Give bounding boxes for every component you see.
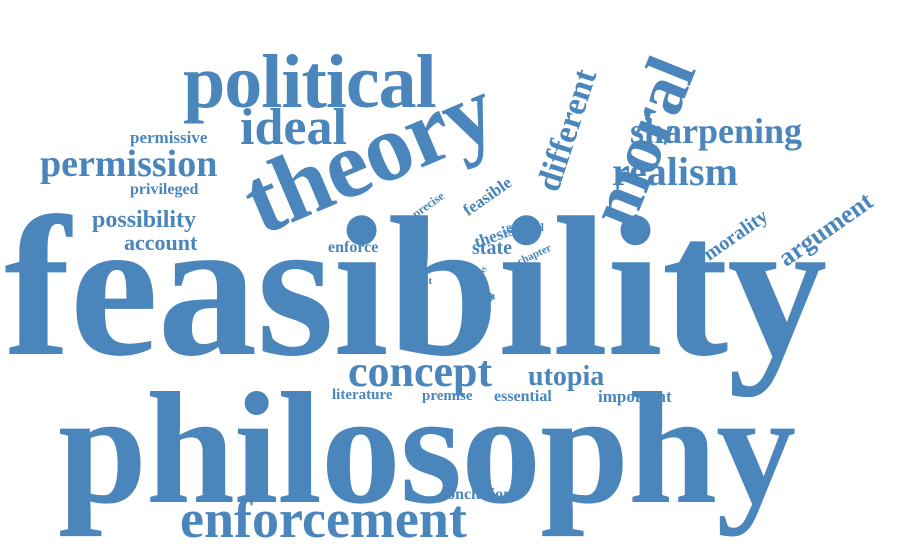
word-premise: premise — [422, 388, 473, 404]
word-privileged: privileged — [130, 181, 199, 198]
word-conclusion: conclusion — [440, 486, 513, 503]
word-possibility: possibility — [92, 207, 197, 233]
word-enforcement: enforcement — [180, 489, 467, 544]
word-role: role — [402, 241, 427, 257]
word-ideal: ideal — [240, 99, 347, 156]
word-realism: realism — [612, 149, 738, 194]
word-enforce: enforce — [328, 239, 379, 256]
word-single: single — [468, 290, 495, 302]
word-important: important — [598, 387, 672, 406]
word-permission: permission — [40, 143, 218, 185]
word-philosophy: philosophy — [58, 359, 796, 537]
word-permissive: permissive — [130, 128, 208, 147]
word-account: account — [124, 230, 198, 255]
word-general: general — [506, 220, 544, 234]
word-utopia: utopia — [528, 361, 605, 392]
word-feasibility: feasibility — [4, 177, 827, 398]
word-limit: limit — [410, 275, 432, 287]
word-fact: fact — [470, 281, 483, 290]
word-state: state — [472, 237, 512, 259]
word-concept: concept — [348, 347, 493, 396]
word-sharpening: sharpening — [630, 111, 803, 151]
word-essential: essential — [494, 388, 552, 405]
word-literature: literature — [332, 387, 393, 403]
word-political: political — [183, 40, 437, 124]
